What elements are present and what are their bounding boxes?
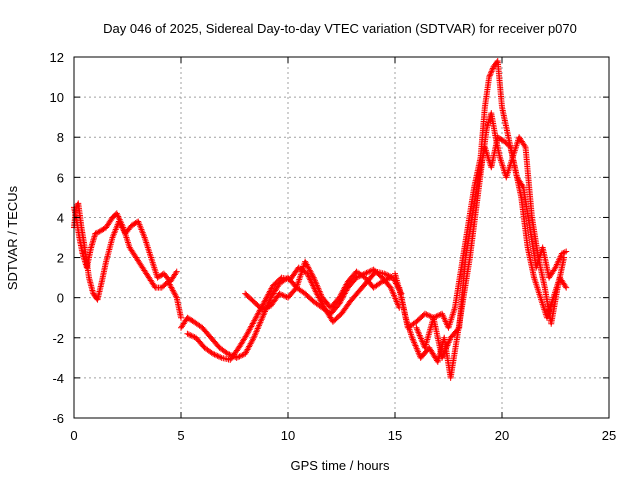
data-point (455, 326, 462, 333)
data-point (561, 249, 568, 256)
data-point (379, 278, 386, 285)
x-axis-title: GPS time / hours (291, 458, 390, 473)
data-point (423, 311, 430, 318)
data-point (217, 354, 224, 361)
data-point (364, 269, 371, 276)
data-point (236, 353, 243, 360)
data-point (265, 304, 272, 311)
data-point (235, 354, 242, 361)
y-tick-label: -2 (52, 331, 64, 346)
y-axis-title: SDTVAR / TECUs (5, 185, 20, 290)
y-tick-label: 2 (57, 251, 64, 266)
x-tick-label: 25 (602, 428, 616, 443)
data-point (173, 268, 180, 275)
y-tick-label: -6 (52, 411, 64, 426)
data-point (260, 306, 267, 313)
data-point (190, 333, 197, 340)
data-point (225, 350, 232, 357)
data-point (427, 313, 434, 320)
data-point (489, 65, 496, 72)
chart-title: Day 046 of 2025, Sidereal Day-to-day VTE… (103, 21, 577, 36)
data-point (93, 229, 100, 236)
x-tick-label: 5 (177, 428, 184, 443)
y-tick-label: 4 (57, 210, 64, 225)
x-tick-label: 0 (70, 428, 77, 443)
x-tick-label: 20 (495, 428, 509, 443)
data-point (386, 275, 393, 282)
data-point (384, 271, 391, 278)
data-point (277, 291, 284, 298)
data-point (233, 354, 240, 361)
data-point (214, 352, 221, 359)
data-point (433, 313, 440, 320)
data-point (366, 268, 373, 275)
data-point (382, 271, 389, 278)
data-point (363, 269, 370, 276)
data-point (563, 248, 570, 255)
ticks: 0 5 10 15 20 25 -6 -4 -2 0 2 4 6 8 10 12 (50, 50, 617, 443)
series-trace-2 (71, 200, 180, 303)
data-point (184, 330, 191, 337)
data-point (279, 291, 286, 298)
data-point (212, 352, 219, 359)
series-trace-5 (242, 258, 394, 313)
data-point (211, 351, 218, 358)
data-point (487, 71, 494, 78)
data-point (426, 312, 433, 319)
data-point (489, 66, 496, 73)
data-point (487, 69, 494, 76)
data-point (353, 274, 360, 281)
plot-frame (73, 56, 610, 419)
y-tick-label: 8 (57, 130, 64, 145)
data-point (380, 277, 387, 284)
data-point (188, 332, 195, 339)
data-point (381, 270, 388, 277)
data-point (562, 283, 569, 290)
series-layer (71, 58, 570, 381)
data-point (259, 306, 266, 313)
data-point (172, 270, 179, 277)
data-point (309, 273, 316, 280)
data-point (239, 352, 246, 359)
data-point (187, 332, 194, 339)
data-point (521, 142, 528, 149)
data-point (92, 230, 99, 237)
y-tick-label: 10 (50, 90, 64, 105)
data-point (421, 310, 428, 317)
data-point (424, 312, 431, 319)
data-point (488, 68, 495, 75)
data-point (563, 284, 570, 291)
data-point (486, 74, 493, 81)
x-tick-label: 10 (281, 428, 295, 443)
series-trace-8 (413, 134, 570, 361)
data-point (95, 229, 102, 236)
data-point (151, 283, 158, 290)
y-tick-label: 12 (50, 50, 64, 65)
data-point (382, 277, 389, 284)
data-point (210, 350, 217, 357)
data-point (249, 336, 256, 343)
y-tick-label: 6 (57, 170, 64, 185)
data-point (185, 331, 192, 338)
data-point (215, 353, 222, 360)
y-tick-label: -4 (52, 371, 64, 386)
data-point (178, 314, 184, 321)
data-point (276, 290, 283, 297)
data-point (387, 274, 394, 281)
data-point (262, 305, 269, 312)
data-point (237, 352, 244, 359)
y-tick-label: 0 (57, 291, 64, 306)
data-point (519, 182, 526, 189)
data-point (486, 72, 493, 79)
data-point (172, 293, 179, 300)
data-point (280, 292, 287, 299)
data-point (263, 304, 270, 311)
data-point (384, 275, 391, 282)
x-tick-label: 15 (388, 428, 402, 443)
data-point (560, 249, 567, 256)
data-point (383, 276, 390, 283)
data-point (558, 250, 565, 257)
